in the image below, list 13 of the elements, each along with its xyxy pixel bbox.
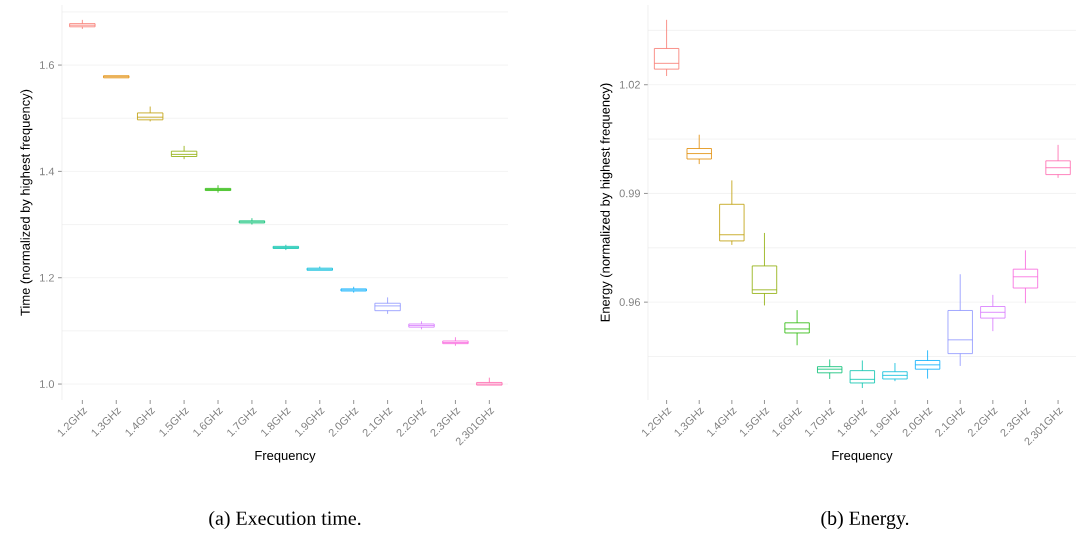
y-tick-label: 1.4 — [40, 167, 55, 176]
y-tick-label: 1.2 — [40, 273, 54, 282]
y-axis-title: Energy (normalized by highest frequency) — [600, 83, 613, 322]
x-axis-title: Frequency — [832, 451, 893, 463]
x-axis-title: Frequency — [255, 451, 316, 463]
text: (b) Energy. — [821, 510, 909, 530]
y-tick-label: 0.99 — [619, 189, 640, 198]
y-tick-label: 1.02 — [619, 80, 640, 89]
text: (a) Execution time. — [209, 510, 361, 530]
y-axis-title: Time (normalized by highest frequency) — [20, 89, 33, 316]
y-tick-label: 1.0 — [40, 380, 55, 388]
y-tick-label: 1.6 — [40, 61, 54, 69]
y-tick-label: 0.96 — [619, 298, 640, 307]
